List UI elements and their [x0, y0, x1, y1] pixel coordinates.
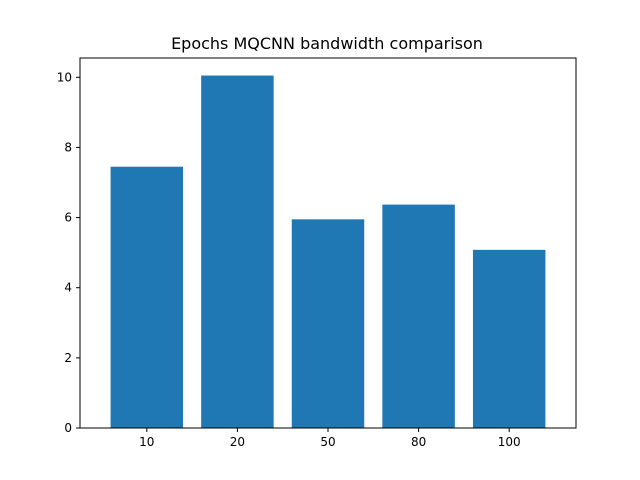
plot-frame — [79, 57, 577, 429]
y-tick-label: 6 — [64, 211, 72, 225]
bar-100 — [472, 249, 546, 428]
y-axis: 0 2 4 6 8 10 — [57, 70, 80, 435]
bar-80 — [382, 204, 455, 428]
y-tick-label: 0 — [64, 421, 72, 435]
x-tick-label: 50 — [320, 435, 335, 449]
y-tick-label: 10 — [57, 70, 72, 84]
x-tick-label: 80 — [411, 435, 426, 449]
y-tick-label: 8 — [64, 140, 72, 154]
x-tick-label: 20 — [230, 435, 245, 449]
bar-20 — [201, 75, 274, 428]
x-tick-label: 10 — [139, 435, 154, 449]
bars-group — [110, 75, 546, 428]
bar-50 — [291, 219, 365, 428]
y-tick-label: 2 — [64, 351, 72, 365]
chart-title: Epochs MQCNN bandwidth comparison — [171, 34, 483, 53]
y-tick-label: 4 — [64, 281, 72, 295]
x-axis: 10 20 50 80 100 — [139, 428, 521, 449]
x-tick-label: 100 — [498, 435, 521, 449]
bar-10 — [110, 166, 184, 428]
